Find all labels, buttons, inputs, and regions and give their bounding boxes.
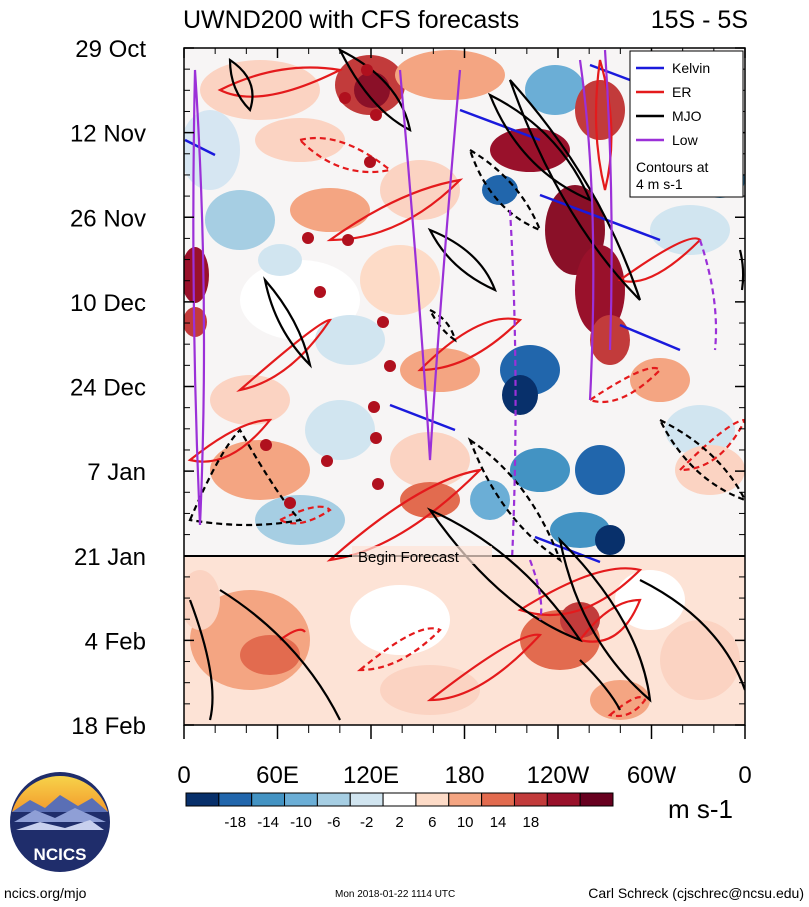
colorbar-swatch bbox=[251, 792, 286, 807]
y-tick-label: 7 Jan bbox=[87, 459, 146, 486]
y-tick-label: 26 Nov bbox=[70, 205, 146, 232]
colorbar-swatch bbox=[513, 792, 548, 807]
y-tick-label: 29 Oct bbox=[75, 36, 146, 63]
colorbar-label: 14 bbox=[490, 814, 507, 831]
x-tick-label: 60W bbox=[627, 762, 677, 789]
colorbar-label: 10 bbox=[457, 814, 474, 831]
y-tick-label: 12 Nov bbox=[70, 121, 146, 148]
cyclone-markers bbox=[260, 64, 396, 509]
colorbar-swatch bbox=[382, 792, 417, 807]
colorbar-swatch bbox=[546, 792, 581, 807]
legend-label-mjo: MJO bbox=[672, 108, 702, 124]
chart-title: UWND200 with CFS forecasts bbox=[183, 6, 519, 34]
x-tick-label: 120W bbox=[527, 762, 590, 789]
colorbar-label: 18 bbox=[523, 814, 540, 831]
legend-note-1: Contours at bbox=[636, 159, 708, 175]
colorbar-swatch bbox=[415, 792, 450, 807]
colorbar: -18 -14 -10 -6 -2 2 6 10 14 18 bbox=[185, 792, 614, 831]
legend: Kelvin ER MJO Low Contours at 4 m s-1 bbox=[629, 50, 744, 198]
colorbar-label: -10 bbox=[290, 814, 312, 831]
y-tick-label: 18 Feb bbox=[71, 713, 146, 740]
contours bbox=[184, 48, 745, 721]
colorbar-label: -18 bbox=[224, 814, 246, 831]
logo-text: NCICS bbox=[34, 845, 87, 864]
colorbar-swatch bbox=[579, 792, 614, 807]
x-tick-label: 0 bbox=[177, 762, 190, 789]
x-tick-label: 60E bbox=[256, 762, 299, 789]
colorbar-swatch bbox=[284, 792, 318, 807]
x-tick-label: 180 bbox=[444, 762, 484, 789]
y-tick-label: 4 Feb bbox=[85, 628, 146, 655]
footer-center: Mon 2018-01-22 1114 UTC bbox=[335, 889, 455, 900]
forecast-label: Begin Forecast bbox=[358, 549, 460, 566]
colorbar-units: m s-1 bbox=[668, 794, 733, 824]
y-tick-label: 10 Dec bbox=[70, 290, 146, 317]
x-axis: 0 60E 120E 180 120W 60W 0 bbox=[177, 48, 752, 789]
footer-right: Carl Schreck (cjschrec@ncsu.edu) bbox=[588, 885, 804, 901]
colorbar-label: -6 bbox=[327, 814, 340, 831]
colorbar-label: 2 bbox=[395, 814, 403, 831]
legend-label-kelvin: Kelvin bbox=[672, 60, 710, 76]
colorbar-swatch bbox=[481, 792, 515, 807]
x-tick-label: 120E bbox=[343, 762, 399, 789]
y-axis: 29 Oct 12 Nov 26 Nov 10 Dec 24 Dec 7 Jan 21 Ja… bbox=[70, 36, 745, 740]
chart-region: 15S - 5S bbox=[651, 6, 748, 34]
legend-label-er: ER bbox=[672, 84, 691, 100]
colorbar-label: 6 bbox=[428, 814, 436, 831]
y-tick-label: 24 Dec bbox=[70, 375, 146, 402]
ncics-logo: NCICS bbox=[10, 772, 110, 872]
colorbar-label: -14 bbox=[257, 814, 279, 831]
colorbar-swatch bbox=[448, 792, 483, 807]
colorbar-label: -2 bbox=[360, 814, 373, 831]
legend-label-low: Low bbox=[672, 132, 699, 148]
colorbar-swatch bbox=[316, 792, 351, 807]
colorbar-swatch bbox=[349, 792, 384, 807]
legend-note-2: 4 m s-1 bbox=[636, 176, 683, 192]
x-tick-label: 0 bbox=[738, 762, 751, 789]
footer-left: ncics.org/mjo bbox=[4, 885, 87, 901]
y-tick-label: 21 Jan bbox=[74, 544, 146, 571]
colorbar-swatch bbox=[218, 792, 253, 807]
colorbar-swatch bbox=[185, 792, 220, 807]
